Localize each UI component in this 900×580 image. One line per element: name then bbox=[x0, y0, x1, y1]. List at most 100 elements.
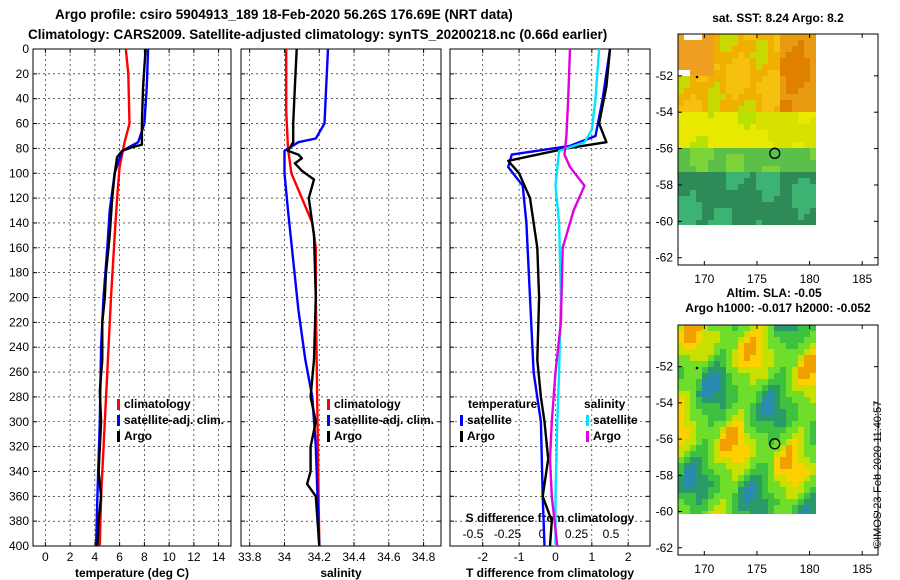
sst-raster bbox=[678, 34, 816, 225]
argo-float-marker bbox=[769, 147, 781, 159]
series-line-temperature-argo bbox=[507, 49, 612, 546]
map-y-tick-label: -52 bbox=[656, 69, 674, 83]
legend-label: Argo bbox=[467, 429, 495, 443]
map-x-tick-label: 180 bbox=[800, 272, 820, 286]
temperature-series bbox=[94, 49, 150, 546]
x-tick-label: 34.8 bbox=[412, 550, 436, 564]
legend-label: climatology bbox=[334, 397, 401, 411]
sla-raster bbox=[678, 325, 816, 514]
y-tick-label: 60 bbox=[16, 117, 30, 131]
legend-label: satellite-adj. clim. bbox=[124, 413, 224, 427]
map-frame bbox=[677, 33, 879, 266]
legend-label: satellite bbox=[467, 413, 512, 427]
legend-swatch bbox=[327, 415, 330, 426]
y-tick-label: 80 bbox=[16, 141, 30, 155]
y-tick-label: 160 bbox=[9, 241, 29, 255]
map-x-tick-label: 170 bbox=[694, 562, 714, 576]
y-tick-label: 260 bbox=[9, 365, 29, 379]
series-line-climatology bbox=[98, 49, 131, 546]
x-tick-label: 33.8 bbox=[238, 550, 262, 564]
map-title: sat. SST: 8.24 Argo: 8.2 bbox=[712, 11, 844, 25]
series-line-climatology bbox=[285, 49, 321, 546]
y-tick-label: 120 bbox=[9, 191, 29, 205]
x-tick-label: 34.6 bbox=[377, 550, 401, 564]
argo-float-marker bbox=[769, 438, 781, 450]
secondary-tick-label: -0.25 bbox=[494, 527, 522, 541]
map-y-tick-label: -54 bbox=[656, 105, 674, 119]
series-line-temperature-satellite bbox=[507, 49, 612, 546]
y-tick-label: 200 bbox=[9, 291, 29, 305]
map-y-tick-label: -60 bbox=[656, 505, 674, 519]
sla-map: -52 -54 -56 -58 -60 -62 170 175 180 185 Argo h1000… bbox=[656, 286, 879, 576]
map-y-tick-label: -58 bbox=[656, 178, 674, 192]
map-y-tick-label: -54 bbox=[656, 396, 674, 410]
series-line-satellite-adj-clim- bbox=[94, 49, 150, 546]
x-tick-label: 34.4 bbox=[342, 550, 366, 564]
secondary-tick-label: 0.5 bbox=[603, 527, 620, 541]
x-tick-label: 34 bbox=[278, 550, 292, 564]
x-tick-label: 34.2 bbox=[308, 550, 332, 564]
map-y-tick-label: -62 bbox=[656, 251, 674, 265]
map-x-tick-label: 170 bbox=[694, 272, 714, 286]
x-tick-label: 12 bbox=[187, 550, 201, 564]
x-tick-label: 2 bbox=[67, 550, 74, 564]
profile-title: Argo profile: csiro 5904913_189 18-Feb-2… bbox=[55, 7, 513, 22]
x-tick-label: 6 bbox=[116, 550, 123, 564]
y-tick-label: 360 bbox=[9, 489, 29, 503]
legend-label: Argo bbox=[593, 429, 621, 443]
legend-swatch bbox=[460, 431, 463, 442]
y-tick-label: 40 bbox=[16, 92, 30, 106]
x-tick-label: 2 bbox=[625, 550, 632, 564]
y-tick-label: 20 bbox=[16, 67, 30, 81]
legend-swatch bbox=[327, 399, 330, 410]
y-tick-label: 380 bbox=[9, 514, 29, 528]
legend-group-title: temperature bbox=[468, 397, 538, 411]
y-tick-label: 320 bbox=[9, 440, 29, 454]
island-dot bbox=[695, 75, 699, 79]
imos-credit: ©IMOS 23-Feb-2020 11:40:57 bbox=[872, 400, 884, 548]
y-tick-label: 180 bbox=[9, 266, 29, 280]
map-y-tick-label: -56 bbox=[656, 142, 674, 156]
series-line-salinity-argo bbox=[548, 49, 586, 546]
climatology-title: Climatology: CARS2009. Satellite-adjuste… bbox=[28, 27, 608, 42]
x-tick-label: 0 bbox=[42, 550, 49, 564]
y-tick-label: 240 bbox=[9, 340, 29, 354]
legend-label: Argo bbox=[124, 429, 152, 443]
map-y-tick-label: -62 bbox=[656, 541, 674, 555]
x-axis-label: salinity bbox=[320, 566, 362, 580]
temperature-panel: 0204060801001201401601802002202402602803… bbox=[9, 42, 232, 580]
secondary-tick-label: 0 bbox=[539, 527, 546, 541]
map-frame bbox=[677, 324, 879, 556]
series-line-argo bbox=[286, 49, 321, 546]
map-y-tick-label: -52 bbox=[656, 360, 674, 374]
y-tick-label: 340 bbox=[9, 464, 29, 478]
map-subtitle: Altim. SLA: -0.05 bbox=[726, 286, 822, 300]
y-tick-label: 220 bbox=[9, 315, 29, 329]
x-tick-label: 4 bbox=[92, 550, 99, 564]
map-y-tick-label: -56 bbox=[656, 432, 674, 446]
legend-swatch bbox=[117, 399, 120, 410]
y-tick-label: 400 bbox=[9, 539, 29, 553]
island-dot bbox=[695, 366, 699, 370]
legend-label: Argo bbox=[334, 429, 362, 443]
x-tick-label: 10 bbox=[162, 550, 176, 564]
x-axis-label: T difference from climatology bbox=[466, 566, 634, 580]
series-line-salinity-satellite bbox=[554, 49, 601, 546]
salinity-panel: 33.8 34 34.2 34.4 34.6 34.8 salinity climatolog… bbox=[238, 48, 442, 580]
map-title: Argo h1000: -0.017 h2000: -0.052 bbox=[685, 301, 871, 315]
legend-swatch bbox=[117, 415, 120, 426]
y-tick-label: 100 bbox=[9, 166, 29, 180]
differences-series bbox=[507, 49, 612, 546]
legend-label: climatology bbox=[124, 397, 191, 411]
x-tick-label: 0 bbox=[552, 550, 559, 564]
map-x-tick-label: 185 bbox=[852, 562, 872, 576]
legend-swatch bbox=[586, 415, 589, 426]
plot-frame bbox=[32, 48, 232, 547]
secondary-tick-label: -0.5 bbox=[463, 527, 484, 541]
x-tick-label: -1 bbox=[514, 550, 525, 564]
sst-map: -52 -54 -56 -58 -60 -62 170 175 180 185 sat. SST: … bbox=[656, 11, 879, 286]
x-tick-label: 8 bbox=[141, 550, 148, 564]
legend-swatch bbox=[460, 415, 463, 426]
series-line-argo bbox=[96, 49, 147, 546]
